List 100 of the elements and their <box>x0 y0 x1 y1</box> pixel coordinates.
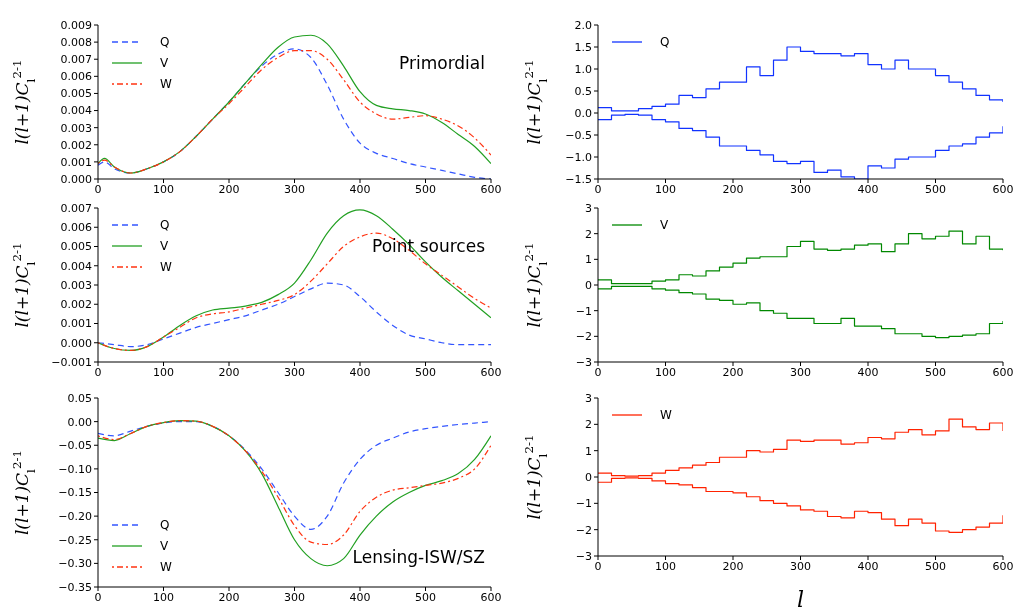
line-series <box>98 282 491 348</box>
y-tick-label: 0.0 <box>574 106 592 120</box>
y-tick-label: 0.002 <box>60 138 92 152</box>
y-tick-label: 0.009 <box>60 18 92 32</box>
y-tick-label: 3 <box>585 201 592 215</box>
x-tick-label: 200 <box>218 182 240 196</box>
x-tick-label: 0 <box>94 182 102 196</box>
y-tick-label: −1 <box>575 304 592 318</box>
y-tick-label: −2 <box>575 330 592 344</box>
y-tick-label: 0.002 <box>60 298 92 312</box>
x-tick-label: 300 <box>790 559 811 573</box>
y-tick-label: 0.008 <box>60 36 92 50</box>
x-tick-label: 500 <box>415 590 436 604</box>
y-tick-label: −0.20 <box>58 510 92 524</box>
x-tick-label: 300 <box>284 365 305 379</box>
x-tick-label: 600 <box>992 559 1014 573</box>
legend-label: Q <box>660 34 670 49</box>
y-tick-label: 0.004 <box>60 259 92 273</box>
x-tick-label: 200 <box>722 182 744 196</box>
y-tick-label: 0.004 <box>60 104 92 118</box>
legend-label: W <box>160 559 172 574</box>
x-tick-label: 400 <box>349 182 371 196</box>
x-tick-label: 100 <box>153 590 174 604</box>
x-tick-label: 600 <box>480 365 502 379</box>
y-tick-label: 0.005 <box>60 87 92 101</box>
y-tick-label: 0.006 <box>60 221 92 235</box>
x-tick-label: 100 <box>655 182 676 196</box>
y-tick-label: 0.007 <box>60 53 92 67</box>
y-tick-label: −0.10 <box>58 462 92 476</box>
y-tick-label: 0.001 <box>60 155 92 169</box>
y-tick-label: 0.5 <box>574 84 592 98</box>
x-tick-label: 600 <box>480 590 502 604</box>
legend-label: Q <box>160 517 170 532</box>
x-tick-label: 100 <box>153 365 174 379</box>
y-tick-label: 0.000 <box>60 172 92 186</box>
legend-label: W <box>660 407 672 422</box>
line-series <box>98 232 491 352</box>
x-tick-label: 0 <box>594 559 602 573</box>
x-tick-label: 400 <box>349 365 371 379</box>
x-tick-label: 0 <box>94 365 102 379</box>
y-tick-label: 1 <box>585 253 592 267</box>
x-tick-label: 0 <box>594 182 602 196</box>
x-tick-label: 400 <box>349 590 371 604</box>
x-tick-label: 200 <box>218 365 240 379</box>
x-tick-label: 200 <box>218 590 240 604</box>
y-tick-label: 0.005 <box>60 240 92 254</box>
legend-label: Q <box>160 34 170 49</box>
x-tick-label: 200 <box>722 365 744 379</box>
y-tick-label: 0.00 <box>67 415 92 429</box>
x-tick-label: 100 <box>655 559 676 573</box>
x-tick-label: 500 <box>925 559 946 573</box>
y-tick-label: 0.003 <box>60 121 92 135</box>
y-tick-label: −0.35 <box>58 580 92 594</box>
y-tick-label: 0 <box>585 470 592 484</box>
y-tick-label: 2.0 <box>574 18 592 32</box>
x-tick-label: 300 <box>790 365 811 379</box>
line-series <box>98 209 491 352</box>
y-tick-label: 0.000 <box>60 336 92 350</box>
x-tick-label: 300 <box>790 182 811 196</box>
x-tick-label: 100 <box>153 182 174 196</box>
x-tick-label: 200 <box>722 559 744 573</box>
x-tick-label: 500 <box>925 365 946 379</box>
y-tick-label: 0.007 <box>60 201 92 215</box>
y-tick-label: −3 <box>575 549 592 563</box>
y-tick-label: −0.05 <box>58 439 92 453</box>
y-tick-label: 1 <box>585 444 592 458</box>
y-tick-label: 0.006 <box>60 70 92 84</box>
y-tick-label: −2 <box>575 523 592 537</box>
annotation: Primordial <box>399 53 485 73</box>
y-tick-label: 0.003 <box>60 278 92 292</box>
x-tick-label: 300 <box>284 590 305 604</box>
x-tick-label: 500 <box>925 182 946 196</box>
x-tick-label: 400 <box>857 559 879 573</box>
legend-label: Q <box>160 217 170 232</box>
y-tick-label: −0.001 <box>51 355 92 369</box>
y-tick-label: −0.5 <box>565 128 592 142</box>
x-tick-label: 0 <box>94 590 102 604</box>
x-axis-title: l <box>796 587 805 612</box>
y-tick-label: −0.25 <box>58 533 92 547</box>
legend-label: V <box>160 55 169 70</box>
x-tick-label: 500 <box>415 182 436 196</box>
x-tick-label: 300 <box>284 182 305 196</box>
legend-label: W <box>160 76 172 91</box>
x-tick-label: 100 <box>655 365 676 379</box>
y-tick-label: 0 <box>585 278 592 292</box>
y-tick-label: −1.5 <box>565 172 592 186</box>
y-tick-label: 2 <box>585 418 592 432</box>
y-tick-label: −0.15 <box>58 486 92 500</box>
y-tick-label: 0.05 <box>67 391 92 405</box>
y-tick-label: 1.5 <box>574 40 592 54</box>
legend-label: W <box>160 259 172 274</box>
y-tick-label: −1.0 <box>565 150 592 164</box>
y-tick-label: −3 <box>575 355 592 369</box>
x-tick-label: 600 <box>992 365 1014 379</box>
x-tick-label: 400 <box>857 365 879 379</box>
x-tick-label: 600 <box>480 182 502 196</box>
legend-label: V <box>660 217 669 232</box>
y-tick-label: 3 <box>585 391 592 405</box>
y-tick-label: 2 <box>585 227 592 241</box>
y-tick-label: 0.001 <box>60 317 92 331</box>
